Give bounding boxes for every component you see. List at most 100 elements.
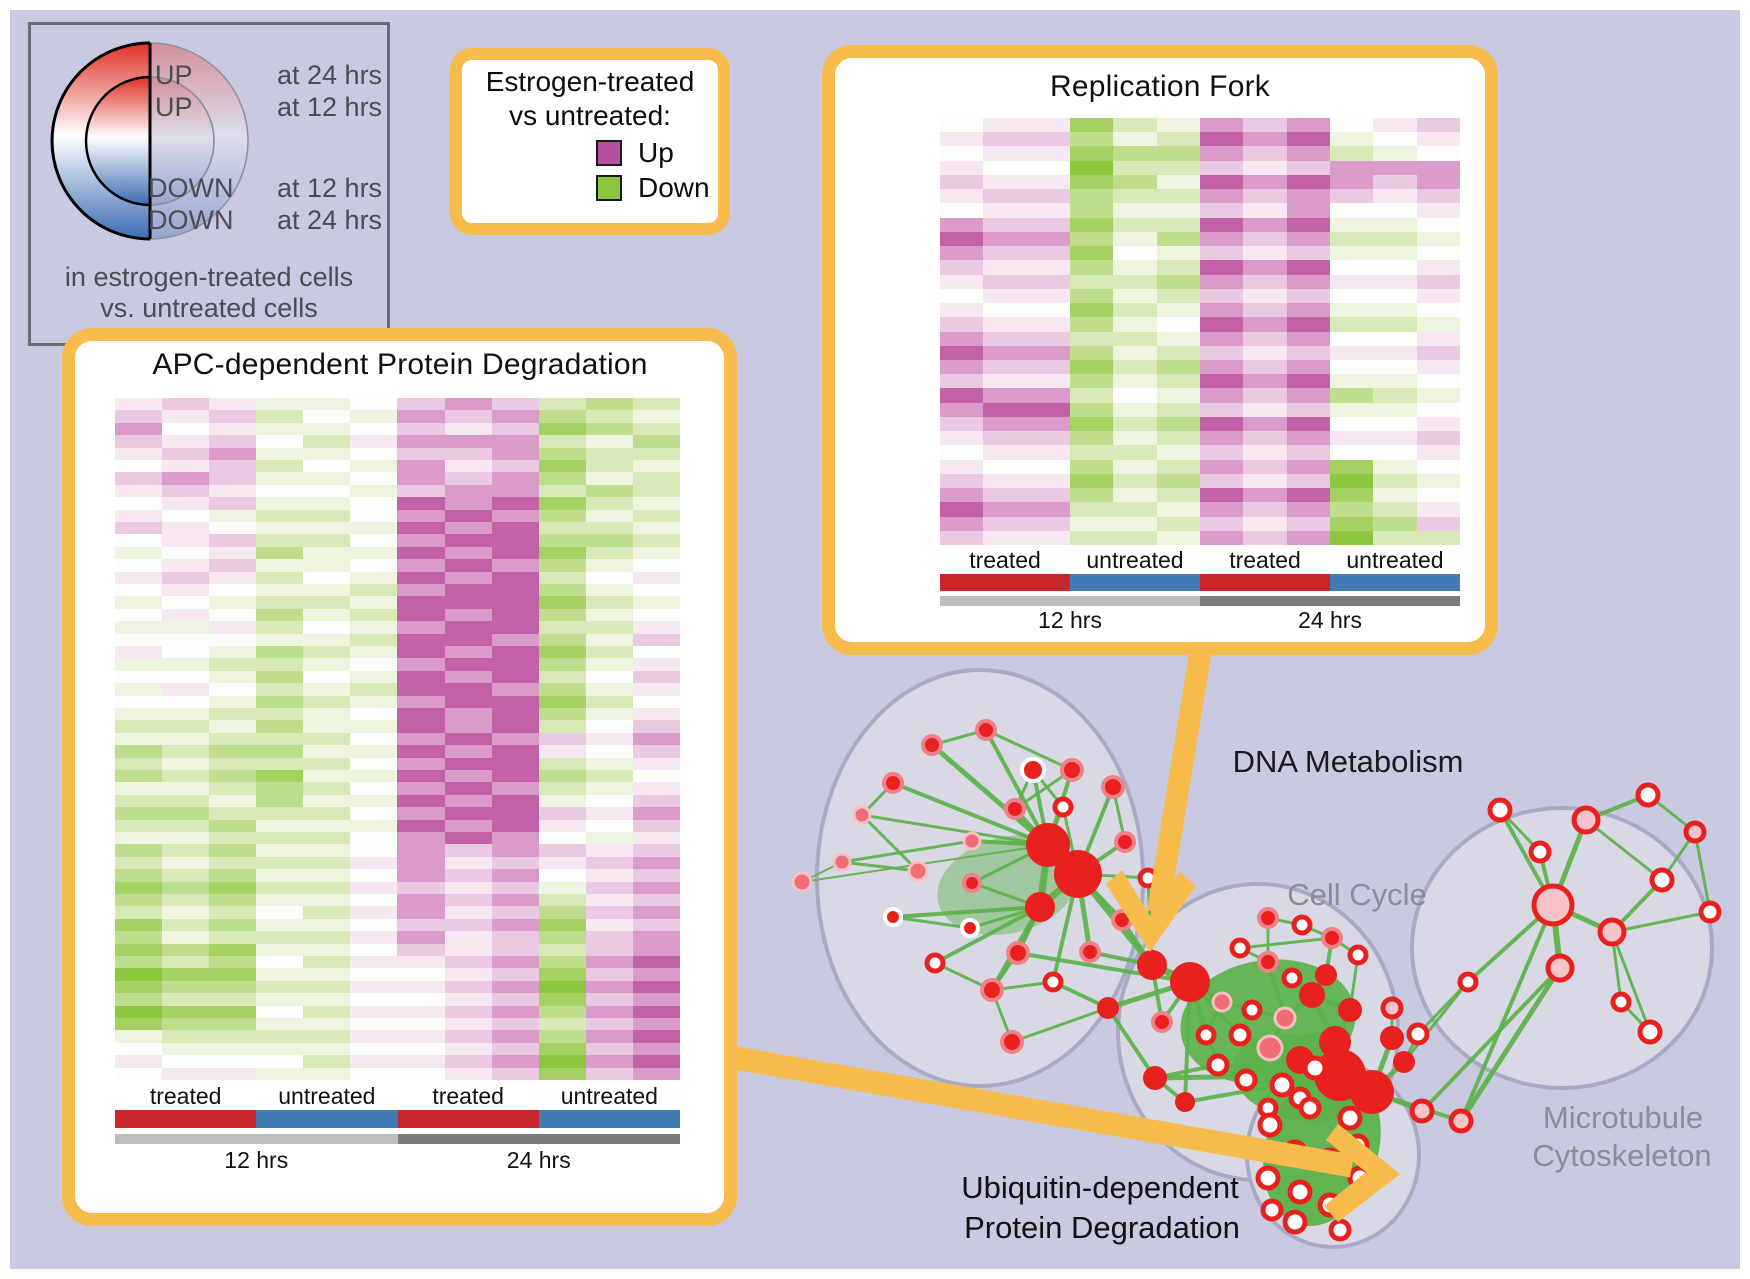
- heatmap-cell: [585, 782, 633, 795]
- heatmap-cell: [632, 1055, 680, 1068]
- heatmap-cell: [1156, 132, 1200, 147]
- heatmap-cell: [444, 707, 492, 721]
- heatmap-cell: [1199, 118, 1244, 133]
- heatmap-cell: [444, 869, 492, 882]
- heatmap-cell: [350, 683, 398, 696]
- heatmap-cell: [350, 422, 398, 436]
- heatmap-cell: [303, 695, 351, 708]
- heatmap-cell: [1199, 174, 1244, 190]
- heatmap-cell: [162, 955, 210, 969]
- heatmap-cell: [444, 435, 492, 448]
- heatmap-cell: [209, 844, 257, 857]
- heatmap-cell: [1156, 260, 1200, 275]
- heatmap-cell: [1286, 246, 1330, 261]
- heatmap-cell: [256, 571, 304, 584]
- heatmap-cell: [162, 906, 210, 919]
- heatmap-cell: [585, 670, 633, 684]
- up-color-label: Up: [638, 137, 674, 168]
- heatmap-cell: [983, 402, 1027, 417]
- heatmap-cell: [1069, 473, 1114, 489]
- heatmap-cell: [209, 968, 257, 981]
- heatmap-cell: [303, 918, 351, 932]
- heatmap-cell: [1199, 274, 1244, 289]
- heatmap-cell: [444, 968, 492, 981]
- heatmap-cell: [115, 856, 163, 870]
- heatmap-cell: [115, 633, 163, 646]
- heatmap-cell: [115, 955, 163, 969]
- heatmap-cell: [1069, 516, 1114, 531]
- heatmap-cell: [632, 707, 680, 721]
- heatmap-cell: [209, 782, 257, 795]
- heatmap-cell: [162, 980, 210, 994]
- heatmap-cell: [491, 645, 539, 659]
- heatmap-cell: [162, 993, 210, 1006]
- legend-up-12-dir: UP: [155, 92, 193, 122]
- heatmap-cell: [1156, 459, 1200, 474]
- heatmap-cell: [491, 807, 539, 820]
- heatmap-cell: [632, 509, 680, 522]
- heatmap-cell: [1243, 160, 1287, 175]
- condition-label-replication-fork-3: untreated: [1346, 547, 1444, 573]
- heatmap-cell: [1286, 473, 1330, 489]
- heatmap-cell: [1113, 374, 1157, 389]
- heatmap-cell: [350, 906, 398, 919]
- heatmap-cell: [538, 794, 586, 808]
- heatmap-cell: [397, 633, 445, 646]
- heatmap-cell: [1243, 174, 1287, 190]
- heatmap-cell: [115, 881, 163, 894]
- heatmap-cell: [162, 1005, 210, 1018]
- heatmap-cell: [491, 856, 539, 870]
- heatmap-cell: [1329, 345, 1374, 360]
- heatmap-cell: [1373, 459, 1417, 474]
- heatmap-cell: [162, 1030, 210, 1043]
- heatmap-cell: [1416, 516, 1460, 531]
- heatmap-cell: [209, 670, 257, 684]
- heatmap-cell: [585, 546, 633, 560]
- heatmap-cell: [444, 670, 492, 684]
- heatmap-cell: [1156, 488, 1200, 503]
- heatmap-cell: [632, 534, 680, 547]
- heatmap-cell: [397, 1005, 445, 1018]
- heatmap-cell: [1199, 317, 1244, 332]
- heatmap-cell: [209, 745, 257, 758]
- heatmap-cell: [1286, 488, 1330, 503]
- heatmap-cell: [632, 1017, 680, 1031]
- heatmap-cell: [491, 745, 539, 758]
- heatmap-cell: [115, 757, 163, 770]
- heatmap-cell: [209, 955, 257, 969]
- heatmap-cell: [632, 670, 680, 684]
- heatmap-cell: [1069, 174, 1114, 190]
- condition-label-apc-1: untreated: [278, 1083, 376, 1109]
- heatmap-cell: [256, 596, 304, 609]
- up-color-swatch: [596, 140, 622, 166]
- heatmap-cell: [1199, 303, 1244, 318]
- heatmap-cell: [1069, 459, 1114, 474]
- heatmap-cell: [397, 1055, 445, 1068]
- heatmap-cell: [632, 906, 680, 919]
- heatmap-cell: [491, 521, 539, 535]
- heatmap-cell: [303, 856, 351, 870]
- heatmap-cell: [162, 621, 210, 634]
- heatmap-cell: [256, 583, 304, 597]
- legend-caption-line2: vs. untreated cells: [100, 293, 318, 323]
- heatmap-cell: [632, 794, 680, 808]
- heatmap-cell: [397, 447, 445, 460]
- heatmap-cell: [162, 683, 210, 696]
- heatmap-cell: [940, 160, 984, 175]
- heatmap-cell: [491, 1067, 539, 1080]
- heatmap-cell: [209, 1005, 257, 1018]
- heatmap-cell: [303, 732, 351, 746]
- heatmap-cell: [983, 488, 1027, 503]
- heatmap-cell: [444, 422, 492, 436]
- heatmap-cell: [303, 559, 351, 572]
- heatmap-cell: [491, 931, 539, 944]
- heatmap-cell: [162, 484, 210, 498]
- heatmap-cell: [303, 497, 351, 510]
- heatmap-cell: [1069, 274, 1114, 289]
- heatmap-cell: [538, 782, 586, 795]
- heatmap-cell: [1113, 203, 1157, 218]
- heatmap-cell: [1286, 445, 1330, 460]
- legend-up-12-time: at 12 hrs: [277, 92, 383, 122]
- heatmap-cell: [1243, 203, 1287, 218]
- heatmap-cell: [983, 445, 1027, 460]
